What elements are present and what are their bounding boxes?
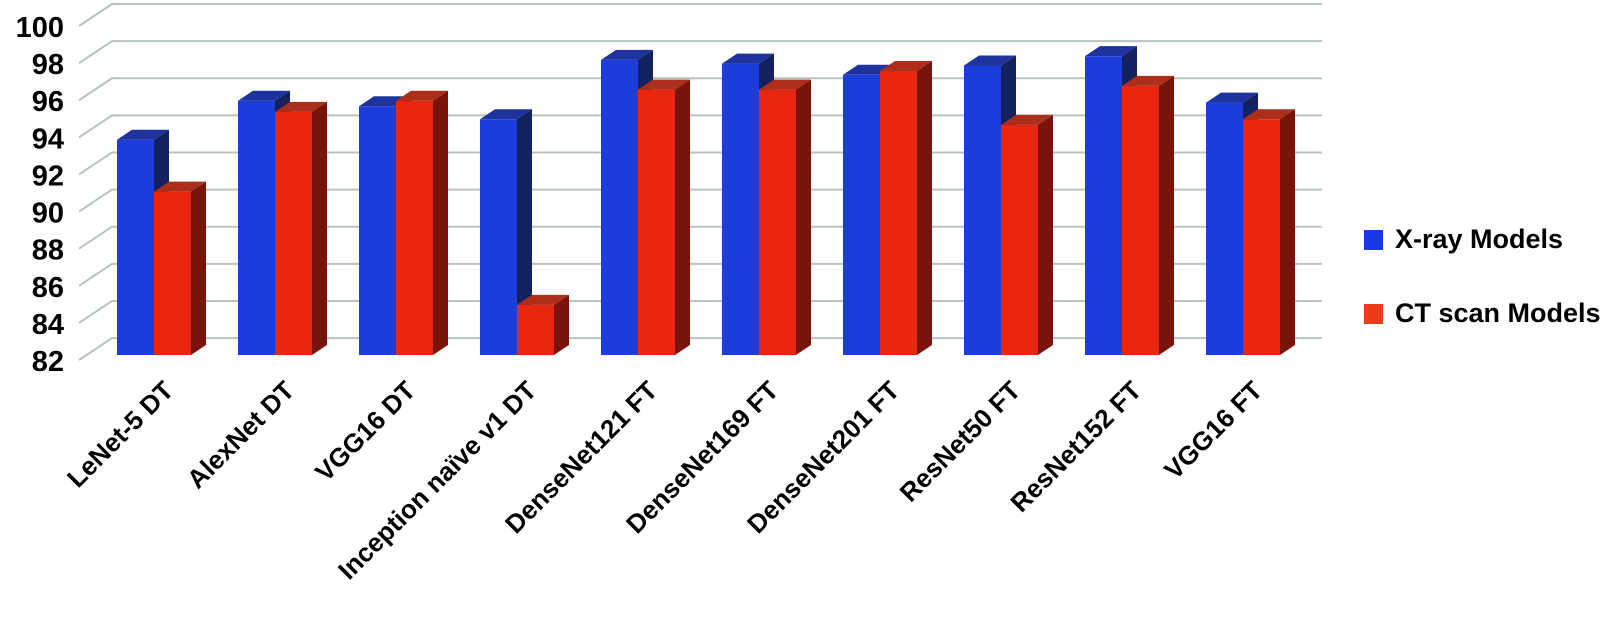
y-axis-tick-label: 100 xyxy=(16,12,64,44)
bar-ctscan-9-top xyxy=(1243,109,1295,120)
bar-ctscan-1-top xyxy=(275,101,327,112)
bar-ctscan-3-front xyxy=(517,304,554,355)
bar-ctscan-4-top xyxy=(638,79,690,90)
y-axis-tick-label: 96 xyxy=(32,86,64,118)
bar-xray-1-front xyxy=(238,100,275,355)
bar-xray-5-top xyxy=(722,53,774,64)
bar-xray-3-front xyxy=(480,119,517,356)
bar-xray-8-top xyxy=(1085,46,1137,57)
y-axis-tick-label: 94 xyxy=(32,123,64,155)
legend-swatch-xray-icon xyxy=(1364,229,1383,250)
bar-ctscan-8-front xyxy=(1122,85,1159,355)
bar-ctscan-8-side xyxy=(1159,75,1174,355)
legend-label-xray: X-ray Models xyxy=(1395,224,1564,254)
bar-ctscan-5-top xyxy=(759,79,811,90)
bar-ctscan-2-side xyxy=(433,90,448,355)
bar-ctscan-5-side xyxy=(796,79,811,355)
bar-ctscan-6-front xyxy=(880,71,917,356)
y-axis-tick-label: 92 xyxy=(32,160,64,192)
bar-xray-1-top xyxy=(238,90,290,101)
gridline xyxy=(78,40,1322,64)
bar-ctscan-9-front xyxy=(1243,119,1280,356)
y-axis-tick-label: 98 xyxy=(32,49,64,81)
y-axis-tick-label: 86 xyxy=(32,272,64,304)
bar-xray-3-top xyxy=(480,109,532,120)
bar-xray-9-front xyxy=(1206,102,1243,355)
bar-ctscan-1-front xyxy=(275,111,312,355)
bar-ctscan-0-side xyxy=(191,181,206,355)
bar-xray-4-top xyxy=(601,49,653,60)
bar-xray-0-front xyxy=(117,139,154,355)
legend: X-ray Models CT scan Models xyxy=(1364,224,1601,372)
bar-ctscan-6-top xyxy=(880,61,932,72)
bar-xray-3-side xyxy=(517,109,532,356)
bar-ctscan-3-top xyxy=(517,294,569,305)
x-axis-category-label: ResNet50 FT xyxy=(894,375,1027,508)
legend-item-xray: X-ray Models xyxy=(1364,224,1601,255)
x-axis-category-label: VGG16 FT xyxy=(1158,375,1268,485)
bar-ctscan-7-front xyxy=(1001,124,1038,355)
bar-ctscan-7-side xyxy=(1038,114,1053,355)
legend-label-ctscan: CT scan Models xyxy=(1395,298,1601,328)
bar-ctscan-8-top xyxy=(1122,75,1174,86)
bar-ctscan-0-front xyxy=(154,191,191,355)
bar-xray-2-front xyxy=(359,106,396,356)
bar-ctscan-4-side xyxy=(675,79,690,355)
y-axis-tick-label: 82 xyxy=(32,346,64,378)
bar-xray-7-front xyxy=(964,65,1001,356)
bar-xray-6-front xyxy=(843,74,880,355)
bar-ctscan-3-side xyxy=(554,294,569,355)
x-axis-category-label: VGG16 DT xyxy=(309,375,421,487)
legend-item-ctscan: CT scan Models xyxy=(1364,298,1601,329)
x-axis-category-label: Inception naïve v1 DT xyxy=(332,375,542,585)
y-axis-tick-label: 84 xyxy=(32,309,64,341)
x-axis-category-label: LeNet-5 DT xyxy=(61,375,179,493)
bar-ctscan-6-side xyxy=(917,61,932,355)
gridline xyxy=(78,3,1322,27)
y-axis-tick-label: 88 xyxy=(32,235,64,267)
bar-xray-0-top xyxy=(117,129,169,140)
bar-ctscan-4-front xyxy=(638,89,675,355)
y-axis-tick-label: 90 xyxy=(32,198,64,230)
bar-ctscan-1-side xyxy=(312,101,327,355)
bar-ctscan-9-side xyxy=(1280,109,1295,356)
x-axis-category-label: AlexNet DT xyxy=(181,375,300,494)
bar-ctscan-0-top xyxy=(154,181,206,192)
bar-ctscan-5-front xyxy=(759,89,796,355)
bar-ctscan-7-top xyxy=(1001,114,1053,125)
bar-xray-9-top xyxy=(1206,92,1258,103)
bar-ctscan-2-front xyxy=(396,100,433,355)
bar-xray-8-front xyxy=(1085,56,1122,356)
bar-xray-5-front xyxy=(722,63,759,355)
bar-xray-4-front xyxy=(601,59,638,356)
legend-swatch-ctscan-icon xyxy=(1364,303,1383,324)
bar-ctscan-2-top xyxy=(396,90,448,101)
bar-xray-7-top xyxy=(964,55,1016,66)
